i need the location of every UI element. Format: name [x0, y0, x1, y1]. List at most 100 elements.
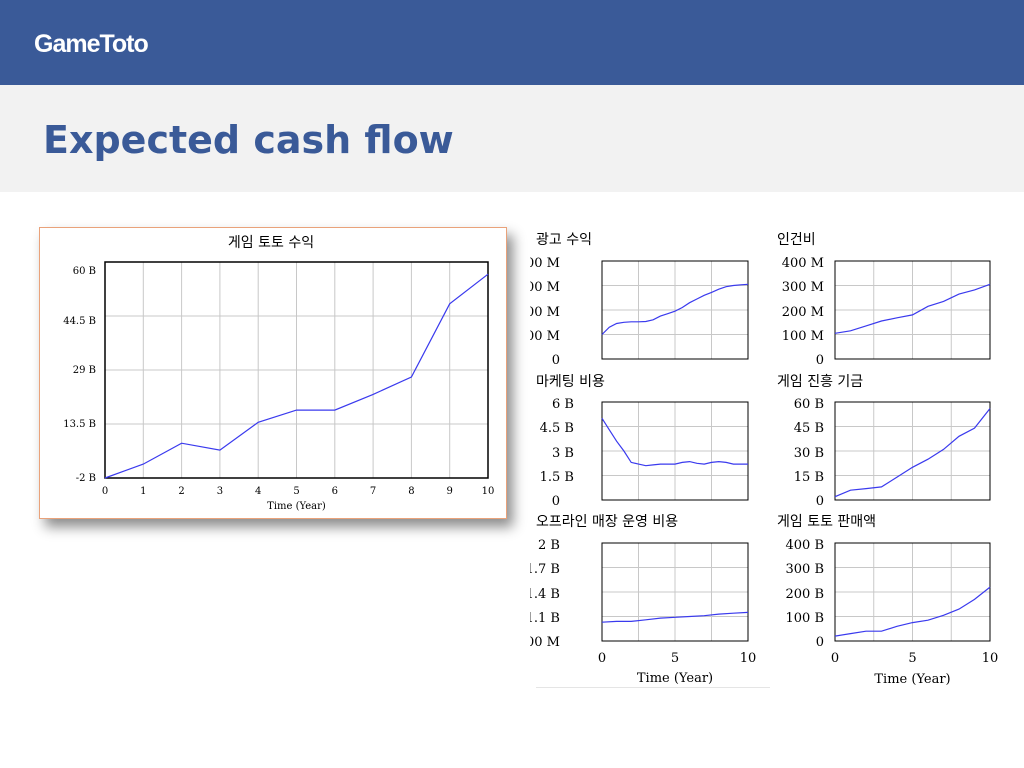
y-tick-label: 200 M: [782, 305, 824, 320]
plot-frame: [104, 261, 489, 479]
chart-title: 오프라인 매장 운영 비용: [536, 514, 678, 530]
grid: [602, 543, 748, 641]
series-polyline: [601, 611, 749, 623]
x-axis-label: Time (Year): [637, 671, 713, 686]
header-bar: GameToto: [0, 0, 1024, 85]
y-tick-label: 400 B: [786, 538, 825, 553]
x-tick-label: 5: [671, 651, 679, 666]
chart-marketing-cost: 6 B 4.5 B 3 B 1.5 B 0: [540, 397, 749, 509]
x-tick-label: 0: [831, 651, 839, 666]
x-tick-label: 10: [982, 651, 999, 666]
grid: [835, 261, 990, 359]
y-tick-label: 15 B: [794, 470, 824, 485]
x-tick-label: 7: [370, 486, 376, 497]
grid: [602, 261, 748, 359]
y-tick-label: 400 M: [530, 256, 560, 271]
grid: [105, 262, 488, 478]
series-line: [834, 408, 991, 498]
y-tick-label: 13.5 B: [63, 419, 96, 430]
y-tick-label: 6 B: [552, 397, 574, 412]
y-tick-label: 400 M: [782, 256, 824, 271]
y-tick-label: 60 B: [73, 266, 96, 277]
plot-frame: [601, 401, 749, 501]
title-band: [0, 85, 1024, 192]
brand-logo: GameToto: [34, 30, 149, 58]
x-tick-label: 10: [740, 651, 757, 666]
series-line: [834, 586, 991, 637]
x-tick-label: 4: [255, 486, 261, 497]
series-line: [601, 611, 749, 623]
series-polyline: [601, 283, 749, 335]
chart-title: 광고 수익: [536, 232, 592, 248]
y-tick-label: 300 M: [530, 280, 560, 295]
chart-promotion-fund: 60 B 45 B 30 B 15 B 0: [794, 397, 991, 509]
chart-ad-revenue: 400 M 300 M 200 M 100 M 0: [530, 256, 749, 368]
page-title: Expected cash flow: [43, 118, 454, 162]
chart-title: 마케팅 비용: [536, 374, 605, 390]
series-polyline: [601, 417, 748, 467]
y-tick-label: 0: [552, 494, 560, 509]
grid: [602, 402, 748, 500]
chart-title: 게임 진흥 기금: [777, 374, 863, 390]
y-tick-label: 1.1 B: [530, 611, 560, 626]
plot-frame: [601, 260, 749, 360]
y-tick-label: 0: [816, 353, 824, 368]
chart-title: 게임 토토 판매액: [777, 514, 876, 530]
y-tick-label: 300 B: [786, 562, 825, 577]
x-axis-label: Time (Year): [874, 672, 950, 687]
x-tick-label: 8: [408, 486, 414, 497]
x-tick-label: 5: [908, 651, 916, 666]
series-polyline: [834, 408, 991, 498]
x-axis-label: Time (Year): [267, 501, 326, 512]
x-tick-label: 10: [482, 486, 495, 497]
x-tick-label: 2: [178, 486, 184, 497]
y-tick-label: 100 M: [782, 329, 824, 344]
chart-labor-cost: 400 M 300 M 200 M 100 M 0: [782, 256, 991, 368]
y-tick-label: 2 B: [538, 538, 560, 553]
grid: [835, 543, 990, 641]
y-tick-label: 1.7 B: [530, 562, 560, 577]
y-tick-label: 29 B: [73, 365, 96, 376]
series-line: [601, 283, 749, 335]
y-tick-label: 45 B: [794, 421, 824, 436]
y-axis: -2 B 13.5 B 29 B 44.5 B 60 B: [63, 266, 96, 484]
y-tick-label: 4.5 B: [540, 421, 574, 436]
chart-game-toto-revenue: 게임 토토 수익 -2 B 13.5 B 29 B 44.5 B 60 B 0 …: [63, 235, 495, 512]
chart-toto-sales: 400 B 300 B 200 B 100 B 0 0 5 10 Time (Y…: [786, 538, 999, 687]
x-tick-label: 6: [332, 486, 338, 497]
chart-title: 인건비: [777, 232, 816, 248]
series-line: [104, 273, 489, 479]
series-polyline: [104, 273, 489, 479]
y-tick-label: 3 B: [552, 446, 574, 461]
y-tick-label: 800 M: [530, 635, 560, 650]
y-tick-label: 100 M: [530, 329, 560, 344]
y-tick-label: 0: [816, 635, 824, 650]
plot-frame: [601, 542, 749, 642]
series-polyline: [834, 283, 991, 334]
y-tick-label: 300 M: [782, 280, 824, 295]
y-tick-label: 44.5 B: [63, 316, 96, 327]
plot-frame: [834, 401, 991, 501]
small-charts: 광고 수익 인건비 마케팅 비용 게임 진흥 기금 오프라인 매장 운영 비용 …: [530, 232, 999, 687]
y-tick-label: 100 B: [786, 611, 825, 626]
y-tick-label: 200 M: [530, 305, 560, 320]
x-tick-label: 5: [293, 486, 299, 497]
x-tick-label: 1: [140, 486, 146, 497]
x-tick-label: 3: [217, 486, 223, 497]
y-tick-label: 60 B: [794, 397, 824, 412]
chart-offline-store-cost: 2 B 1.7 B 1.4 B 1.1 B 800 M 0 5 10 Time …: [530, 538, 756, 686]
series-line: [601, 417, 748, 467]
grid: [835, 402, 990, 500]
y-tick-label: 1.5 B: [540, 470, 574, 485]
y-tick-label: 1.4 B: [530, 587, 560, 602]
series-polyline: [834, 586, 991, 637]
y-tick-label: 30 B: [794, 446, 824, 461]
plot-frame: [834, 260, 991, 360]
y-tick-label: 0: [816, 494, 824, 509]
chart-title: 게임 토토 수익: [228, 235, 314, 251]
x-tick-label: 0: [102, 486, 108, 497]
small-chart-panel-left: [536, 227, 770, 688]
y-tick-label: 200 B: [786, 587, 825, 602]
x-tick-label: 0: [598, 651, 606, 666]
x-tick-label: 9: [447, 486, 453, 497]
